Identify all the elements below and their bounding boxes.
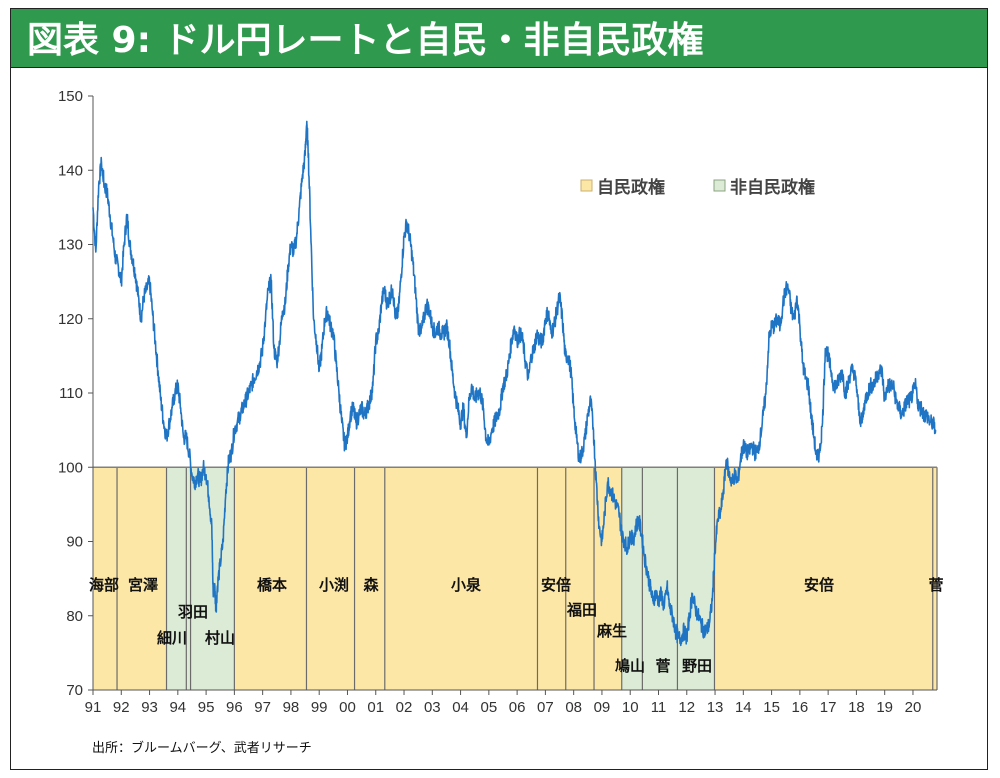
legend-label-ldp: 自民政権 — [597, 177, 665, 198]
x-tick-label: 18 — [848, 699, 865, 716]
x-tick-label: 92 — [113, 699, 130, 716]
x-tick-label: 09 — [594, 699, 611, 716]
y-tick-label: 120 — [58, 311, 83, 328]
x-tick-label: 13 — [707, 699, 724, 716]
y-tick-label: 70 — [66, 682, 83, 699]
x-tick-label: 12 — [678, 699, 695, 716]
x-tick-label: 17 — [820, 699, 837, 716]
usdjpy-line — [92, 120, 937, 647]
x-tick-label: 00 — [339, 699, 356, 716]
legend-label-non-ldp: 非自民政権 — [730, 177, 815, 198]
x-tick-label: 06 — [509, 699, 526, 716]
government-band — [565, 467, 595, 690]
x-tick-label: 96 — [226, 699, 243, 716]
y-tick-label: 80 — [66, 608, 83, 625]
pm-label: 鳩山 — [615, 657, 645, 675]
x-tick-label: 20 — [905, 699, 922, 716]
pm-label: 村山 — [205, 629, 235, 647]
y-tick-label: 130 — [58, 237, 83, 254]
pm-label: 小渕 — [319, 576, 349, 594]
y-tick-label: 110 — [59, 385, 83, 402]
pm-label: 宮澤 — [128, 576, 158, 594]
title-bar: 図表 9: ドル円レートと自民・非自民政権 — [10, 8, 988, 68]
pm-label: 海部 — [89, 576, 119, 594]
x-tick-label: 93 — [141, 699, 158, 716]
x-tick-label: 03 — [424, 699, 441, 716]
x-tick-label: 98 — [283, 699, 300, 716]
x-tick-label: 14 — [735, 699, 752, 716]
government-band — [186, 467, 191, 690]
pm-label: 菅 — [655, 657, 670, 675]
government-band — [93, 467, 118, 690]
government-band — [354, 467, 385, 690]
x-tick-label: 04 — [452, 699, 469, 716]
legend-swatch-ldp — [580, 179, 593, 192]
pm-label: 森 — [363, 576, 379, 594]
x-tick-label: 07 — [537, 699, 554, 716]
y-tick-label: 100 — [58, 459, 83, 476]
y-tick-label: 140 — [58, 162, 83, 179]
x-tick-label: 11 — [651, 699, 667, 716]
government-band — [306, 467, 355, 690]
government-band — [714, 467, 933, 690]
government-band — [677, 467, 715, 690]
pm-label: 細川 — [157, 629, 187, 647]
x-tick-label: 19 — [876, 699, 893, 716]
x-tick-label: 02 — [396, 699, 413, 716]
government-band — [166, 467, 187, 690]
y-tick-label: 150 — [58, 88, 83, 105]
page-title: 図表 9: ドル円レートと自民・非自民政権 — [27, 20, 704, 61]
pm-label: 小泉 — [451, 576, 482, 594]
x-tick-label: 99 — [311, 699, 328, 716]
pm-label: 福田 — [566, 601, 597, 619]
government-band — [234, 467, 307, 690]
x-tick-label: 94 — [169, 699, 186, 716]
pm-label: 羽田 — [178, 603, 208, 621]
government-band — [537, 467, 566, 690]
pm-label: 安倍 — [541, 576, 571, 594]
pm-label: 安倍 — [804, 576, 834, 594]
x-tick-label: 95 — [198, 699, 215, 716]
pm-label: 野田 — [682, 657, 712, 675]
legend-swatch-non-ldp — [713, 179, 726, 192]
pm-label: 橋本 — [257, 576, 287, 594]
government-band — [932, 467, 937, 690]
source-note: 出所：ブルームバーグ、武者リサーチ — [92, 741, 312, 756]
government-band — [117, 467, 167, 690]
pm-label: 麻生 — [596, 622, 627, 640]
x-tick-label: 01 — [367, 699, 384, 716]
x-tick-label: 15 — [763, 699, 780, 716]
x-tick-label: 16 — [792, 699, 809, 716]
x-tick-label: 05 — [481, 699, 498, 716]
y-tick-label: 90 — [66, 534, 83, 551]
pm-label: 菅 — [928, 576, 943, 594]
x-tick-label: 10 — [622, 699, 639, 716]
x-tick-label: 08 — [565, 699, 582, 716]
x-tick-label: 97 — [254, 699, 271, 716]
x-tick-label: 91 — [85, 699, 102, 716]
government-band — [384, 467, 538, 690]
